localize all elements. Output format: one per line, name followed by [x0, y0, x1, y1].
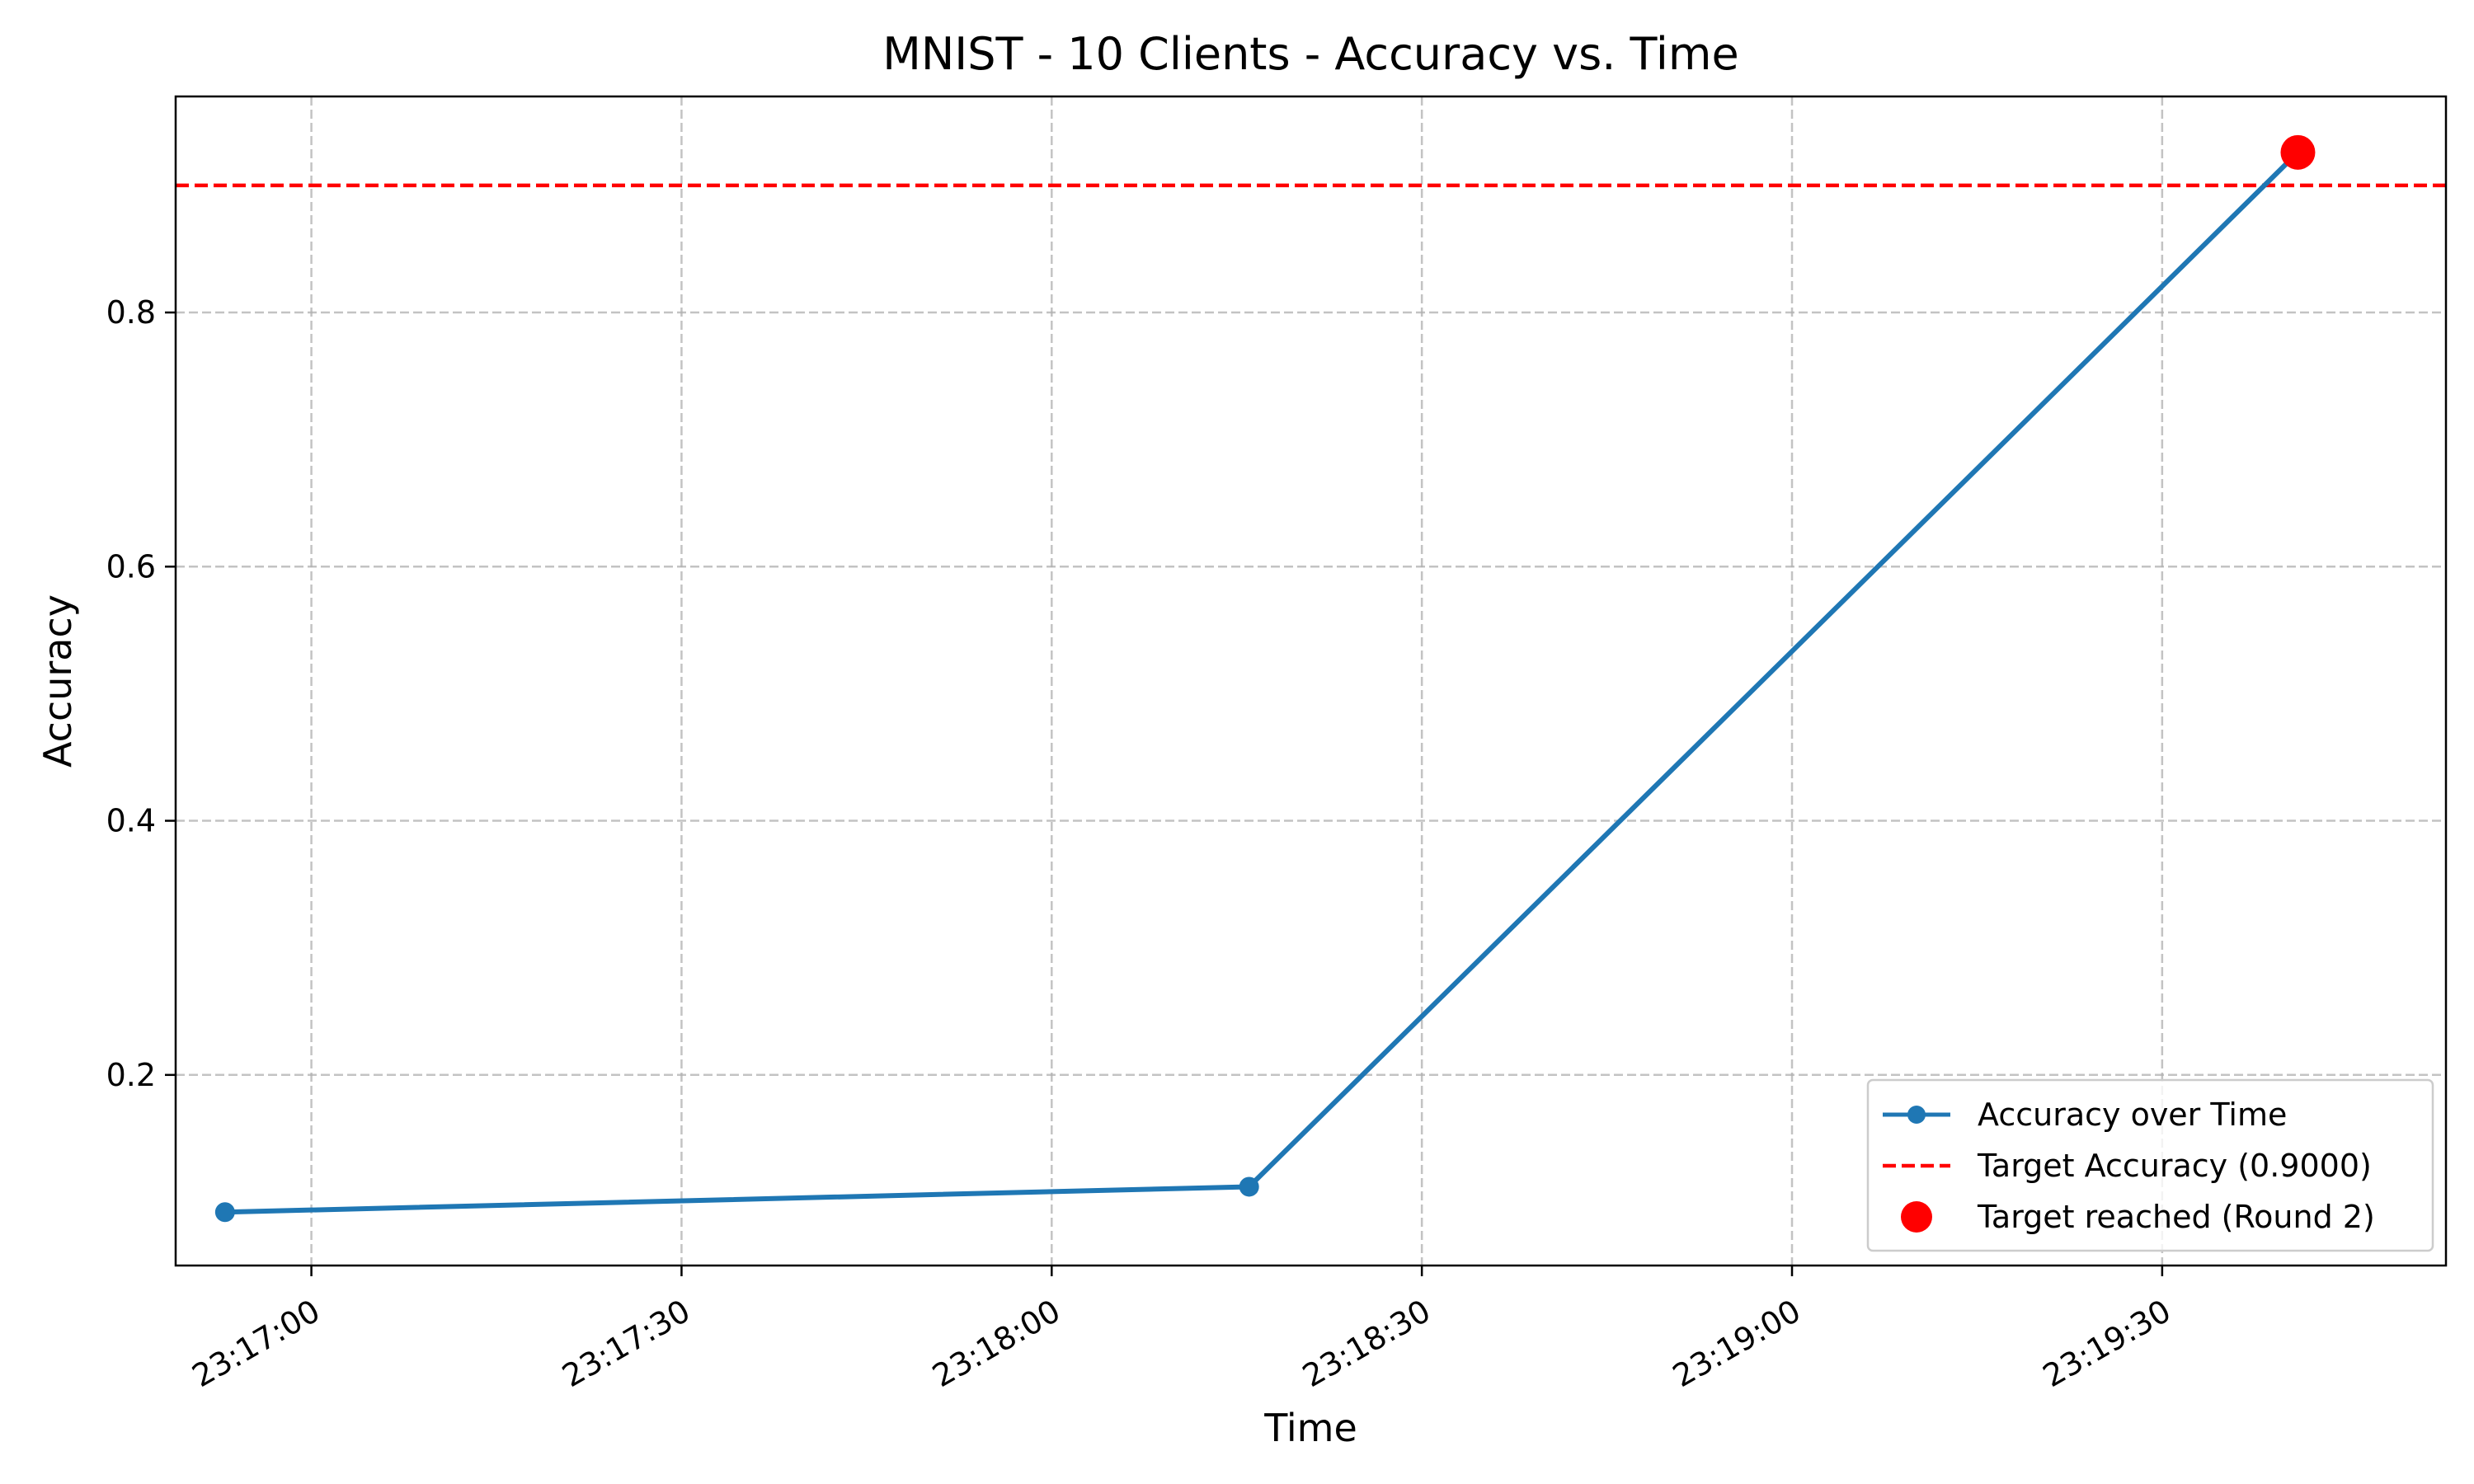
chart-title: MNIST - 10 Clients - Accuracy vs. Time — [882, 28, 1738, 80]
x-tick-label: 23:17:00 — [186, 1293, 327, 1394]
x-tick-label: 23:17:30 — [556, 1293, 696, 1394]
y-axis-label: Accuracy — [35, 594, 80, 768]
legend: Accuracy over Time Target Accuracy (0.90… — [1866, 1078, 2434, 1252]
y-tick-label: 0.8 — [106, 294, 156, 331]
x-axis-label: Time — [1263, 1406, 1357, 1450]
legend-series-marker-swatch — [1907, 1106, 1926, 1124]
accuracy-data-point — [1239, 1176, 1259, 1197]
x-tick-label: 23:19:00 — [1667, 1293, 1807, 1394]
tick-layer: 23:17:00 23:17:30 23:18:00 23:18:30 23:19:00… — [106, 294, 2177, 1394]
x-tick-label: 23:18:30 — [1296, 1293, 1437, 1394]
y-tick-label: 0.6 — [106, 548, 156, 585]
legend-target-reached-swatch — [1901, 1201, 1932, 1233]
legend-target-reached-label: Target reached (Round 2) — [1977, 1199, 2375, 1235]
legend-series-label: Accuracy over Time — [1978, 1097, 2287, 1133]
x-tick-label: 23:19:30 — [2037, 1293, 2177, 1394]
grid-layer — [176, 96, 2446, 1266]
y-tick-label: 0.4 — [106, 803, 156, 839]
accuracy-data-point — [214, 1202, 235, 1223]
target-reached-marker — [2280, 134, 2316, 170]
y-tick-label: 0.2 — [106, 1057, 156, 1093]
plot-area-frame — [174, 95, 2448, 1267]
legend-box — [1866, 1078, 2434, 1252]
series-layer — [214, 134, 2316, 1223]
accuracy-series-line — [224, 150, 2300, 1215]
x-tick-label: 23:18:00 — [926, 1293, 1066, 1394]
legend-target-line-label: Target Accuracy (0.9000) — [1977, 1148, 2372, 1184]
